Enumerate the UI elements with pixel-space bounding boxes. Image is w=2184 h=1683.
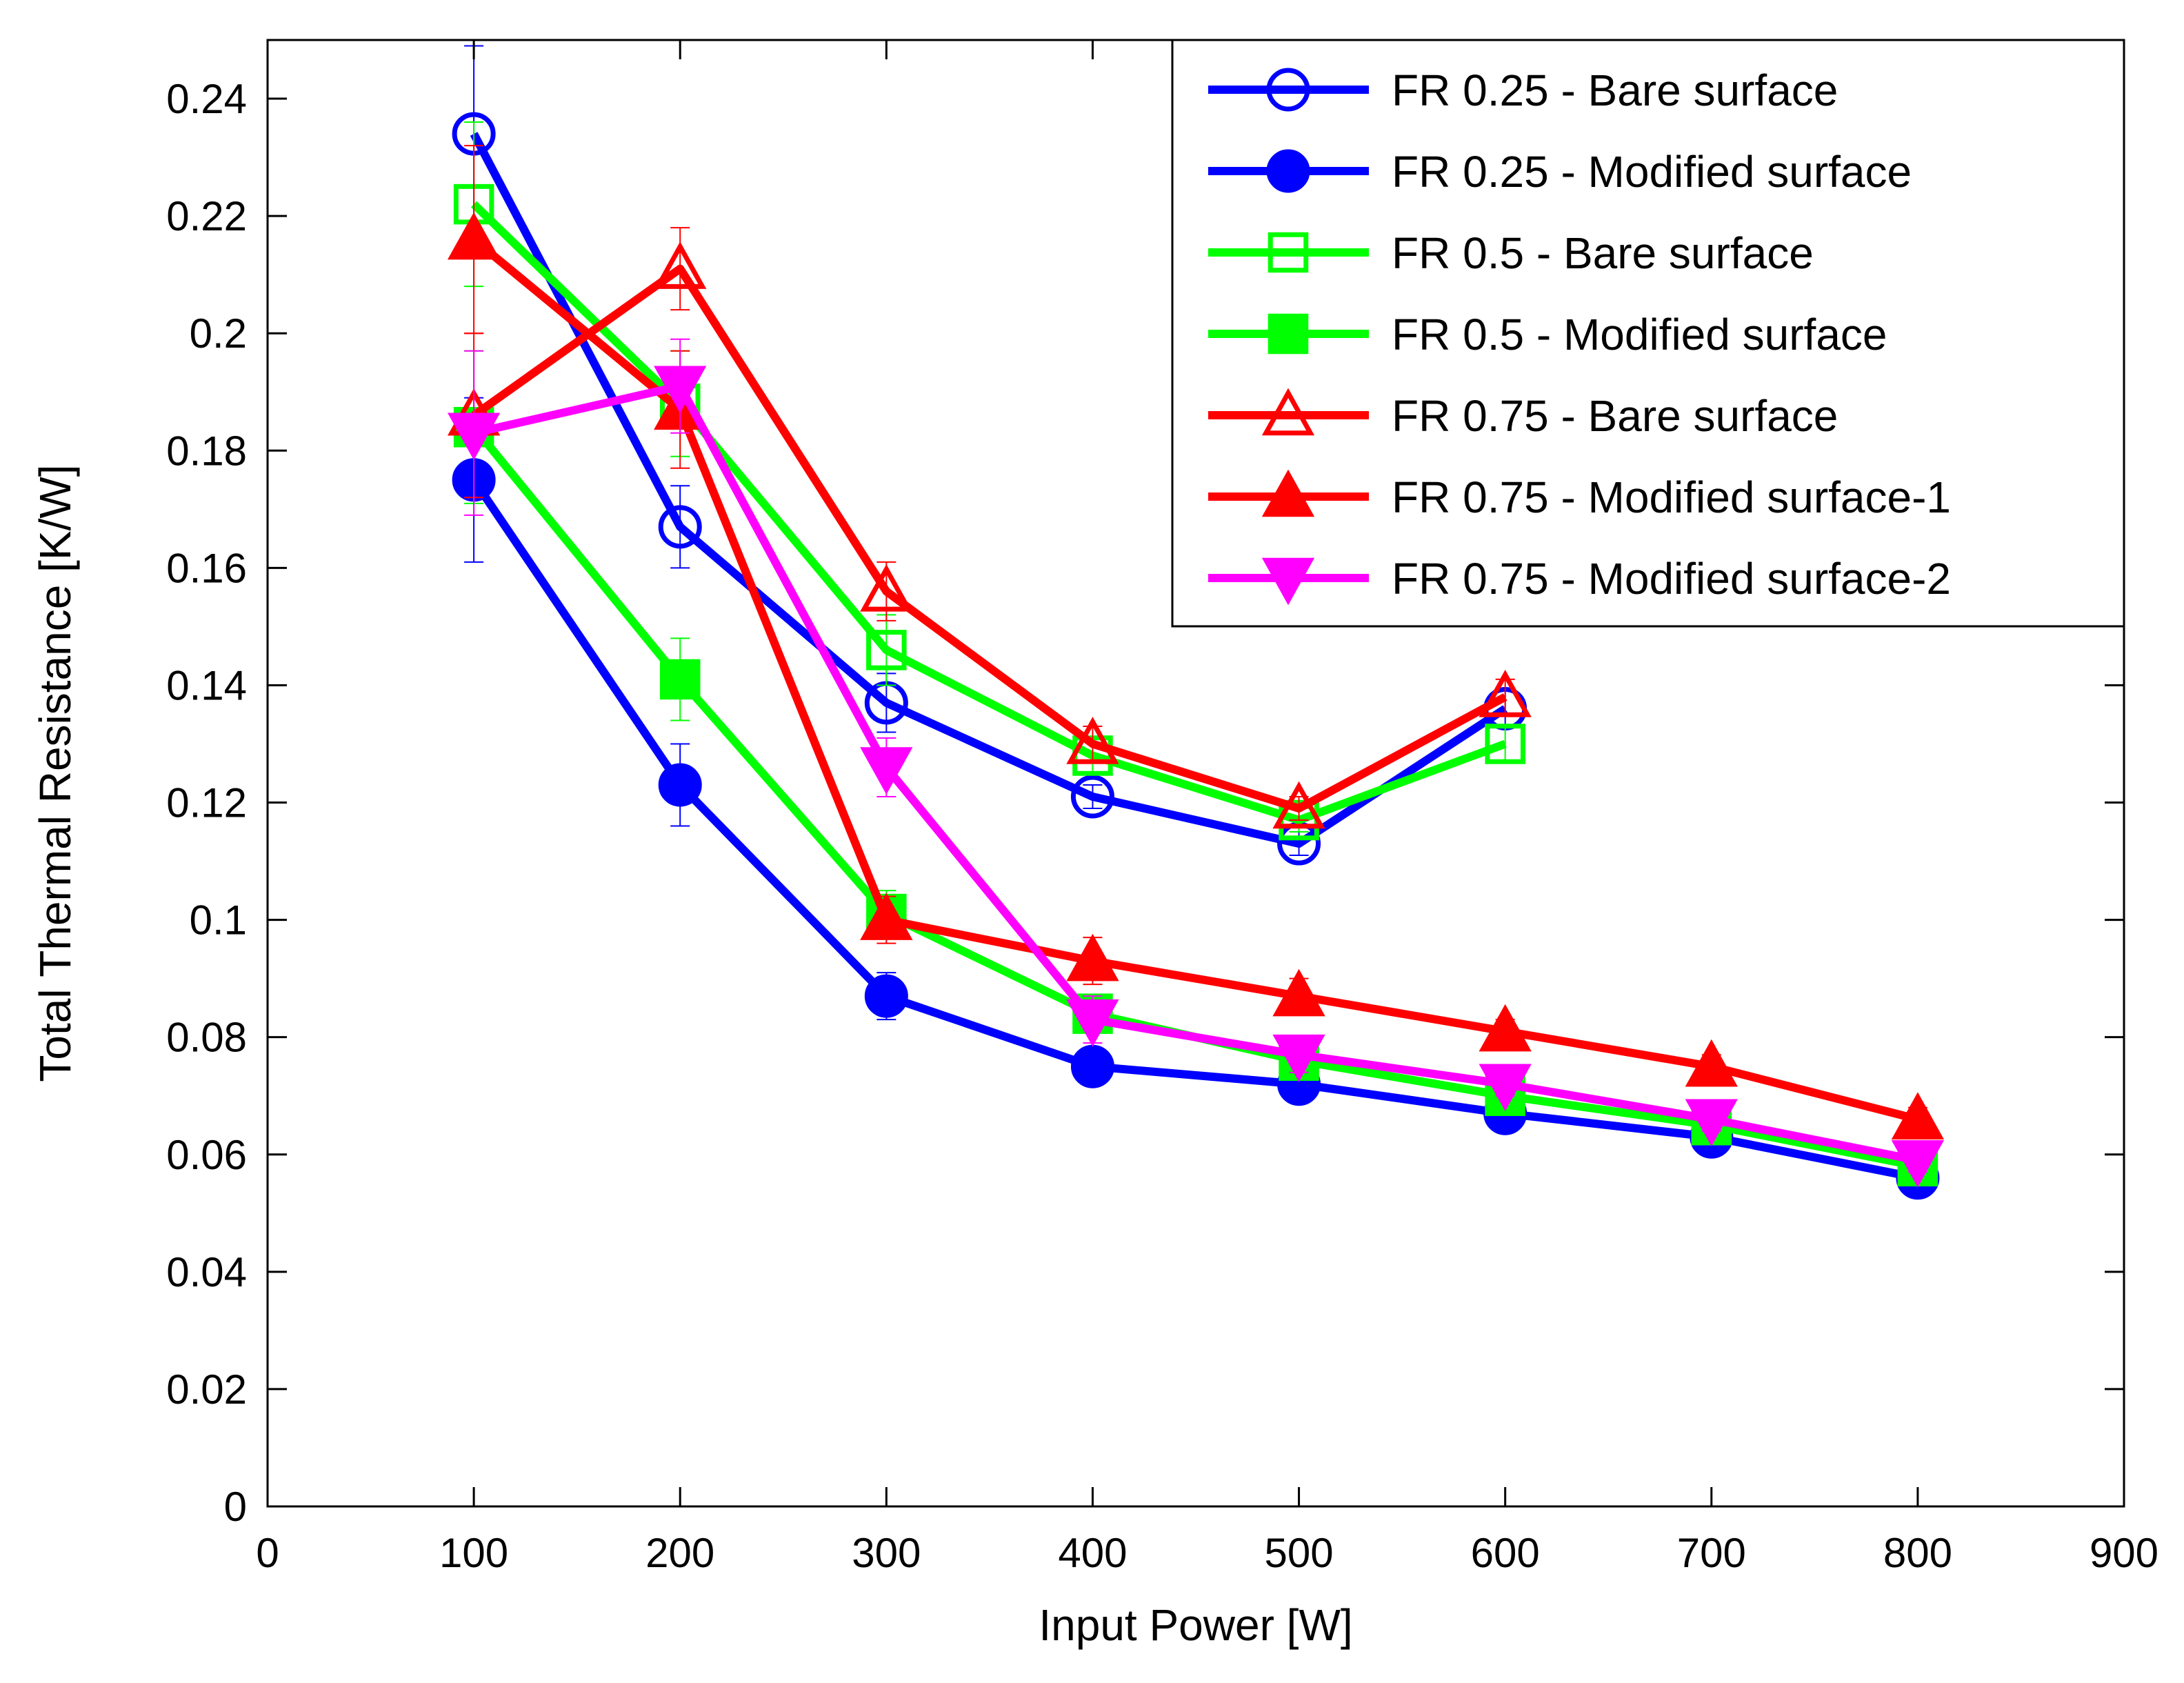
legend: FR 0.25 - Bare surface FR 0.25 - Modified… [1171,39,2125,628]
data-point [1066,999,1119,1047]
y-tick-label: 0 [224,1484,247,1530]
legend-marker [1268,313,1309,355]
legend-item: FR 0.75 - Bare surface [1208,388,1838,441]
data-point [1685,1099,1738,1147]
data-point [1485,724,1525,764]
data-point [1070,1044,1114,1088]
x-tick-label: 400 [1058,1530,1127,1576]
data-point [866,630,907,670]
x-tick-label: 500 [1265,1530,1334,1576]
series-line [470,132,1507,848]
legend-label: FR 0.5 - Modified surface [1392,310,1887,359]
legend-marker [1261,469,1315,517]
series-line [471,264,1507,813]
x-tick-label: 800 [1883,1530,1952,1576]
data-point [1272,781,1325,829]
legend-marker [1261,557,1315,606]
data-point [1479,1004,1532,1052]
data-point [1479,670,1532,717]
legend-marker [1261,388,1315,436]
data-point [447,412,501,461]
data-point [1891,1092,1945,1139]
data-point [1070,775,1114,819]
x-tick-label: 900 [2090,1530,2158,1576]
data-point [860,893,913,940]
legend-label: FR 0.5 - Bare surface [1392,228,1814,278]
y-tick-label: 0.22 [166,193,247,239]
series-layer [447,45,1945,1200]
data-point [1066,933,1119,982]
legend-item: FR 0.5 - Modified surface [1208,310,1887,359]
data-point [447,212,501,260]
data-point [1272,1034,1325,1082]
x-tick-label: 0 [256,1530,279,1576]
y-tick-label: 0.1 [190,897,247,944]
ticks-layer: 0 100 200 300 400 500 600 700 800 900 0 0.02 0.04 0.0… [166,40,2158,1576]
x-axis-label: Input Power [W] [1039,1600,1352,1650]
legend-label: FR 0.75 - Modified surface-1 [1392,472,1951,522]
legend-marker [1268,232,1309,273]
series-7 [447,338,1945,1188]
legend-item: FR 0.75 - Modified surface-1 [1208,469,1951,522]
data-point [658,763,702,807]
data-point [860,564,913,612]
data-point [658,505,702,549]
y-tick-label: 0.24 [166,76,247,122]
series-line [470,201,1507,825]
data-point [860,747,913,795]
data-point [864,974,908,1018]
series-line [470,477,1919,1182]
legend-label: FR 0.25 - Modified surface [1392,147,1912,197]
legend-item: FR 0.5 - Bare surface [1208,228,1814,278]
x-tick-label: 100 [439,1530,508,1576]
y-tick-label: 0.02 [166,1366,247,1413]
legend-label: FR 0.75 - Bare surface [1392,391,1838,441]
legend-item: FR 0.25 - Modified surface [1208,147,1912,197]
legend-marker [1266,68,1310,112]
data-point [654,366,707,414]
data-point [654,241,707,289]
y-tick-label: 0.04 [166,1249,247,1295]
data-point [1685,1039,1738,1087]
data-point [1272,968,1325,1017]
y-tick-label: 0.14 [166,662,247,708]
legend-item: FR 0.75 - Modified surface-2 [1208,554,1951,606]
y-tick-label: 0.16 [166,545,247,591]
x-tick-label: 600 [1471,1530,1540,1576]
legend-item: FR 0.25 - Bare surface [1208,66,1838,115]
data-point [1479,1064,1532,1112]
x-tick-label: 700 [1677,1530,1746,1576]
x-tick-label: 300 [852,1530,921,1576]
y-tick-label: 0.12 [166,780,247,826]
legend-marker [1266,149,1310,193]
data-point [1891,1140,1945,1188]
series-6 [447,145,1945,1139]
data-point [1066,717,1119,764]
y-tick-label: 0.08 [166,1015,247,1061]
legend-label: FR 0.25 - Bare surface [1392,66,1838,115]
series-line [472,381,1919,1165]
legend-label: FR 0.75 - Modified surface-2 [1392,554,1951,604]
x-tick-label: 200 [645,1530,714,1576]
data-point [659,659,701,700]
y-tick-label: 0.06 [166,1132,247,1178]
y-tick-label: 0.2 [190,310,247,357]
y-tick-label: 0.18 [166,428,247,474]
series-line [471,236,1919,1124]
y-axis-label: Total Thermal Resistance [K/W] [30,464,80,1082]
